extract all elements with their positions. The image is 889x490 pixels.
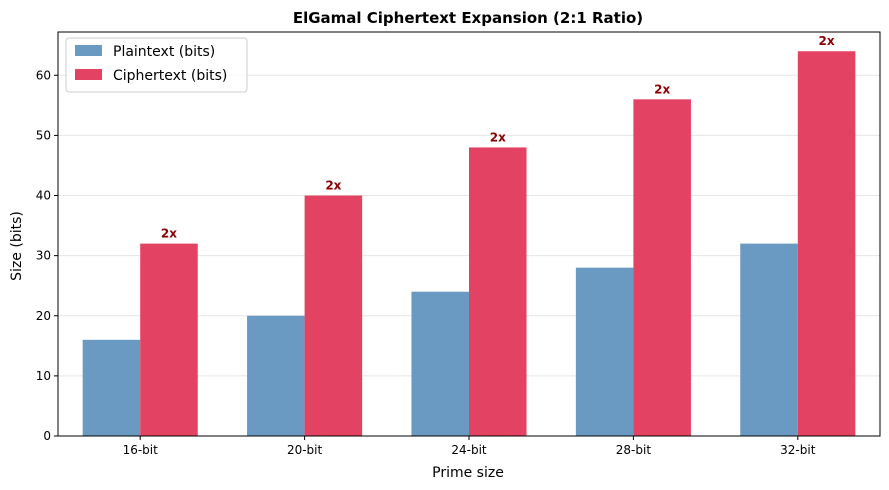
ratio-annotations: 2x 2x 2x 2x 2x [161, 34, 835, 240]
ratio-annotation: 2x [490, 130, 506, 144]
chart-title: ElGamal Ciphertext Expansion (2:1 Ratio) [293, 9, 643, 27]
y-tick-label: 40 [36, 189, 51, 203]
bar-ciphertext-16-bit [140, 243, 198, 436]
y-tick-label: 30 [36, 249, 51, 263]
x-axis-label: Prime size [432, 465, 504, 481]
legend: Plaintext (bits) Ciphertext (bits) [65, 37, 248, 93]
y-tick-label: 60 [36, 68, 51, 82]
bars [82, 51, 856, 436]
x-tick-label: 24-bit [451, 443, 487, 457]
y-axis-ticks: 0 10 20 30 40 50 60 [36, 68, 58, 443]
x-tick-label: 16-bit [123, 443, 159, 457]
bar-ciphertext-24-bit [469, 147, 527, 436]
ratio-annotation: 2x [654, 82, 670, 96]
ratio-annotation: 2x [819, 34, 835, 48]
x-tick-label: 20-bit [287, 443, 323, 457]
bar-plaintext-16-bit [82, 339, 141, 436]
bar-plaintext-24-bit [411, 291, 469, 436]
x-tick-label: 28-bit [616, 443, 652, 457]
y-tick-label: 0 [43, 429, 51, 443]
legend-swatch-ciphertext [75, 69, 102, 80]
bar-plaintext-28-bit [575, 267, 634, 436]
x-axis-ticks: 16-bit 20-bit 24-bit 28-bit 32-bit [123, 436, 816, 457]
bar-ciphertext-28-bit [633, 99, 691, 436]
legend-label-plaintext: Plaintext (bits) [113, 44, 215, 60]
y-tick-label: 50 [36, 128, 51, 142]
bar-ciphertext-20-bit [304, 195, 363, 436]
ratio-annotation: 2x [161, 227, 177, 241]
bar-plaintext-32-bit [740, 243, 798, 436]
y-axis-label: Size (bits) [9, 211, 25, 281]
bar-ciphertext-32-bit [797, 51, 856, 436]
legend-swatch-plaintext [75, 45, 102, 56]
y-tick-label: 10 [36, 369, 51, 383]
y-tick-label: 20 [36, 309, 51, 323]
bar-plaintext-20-bit [247, 315, 305, 436]
ratio-annotation: 2x [325, 179, 341, 193]
legend-label-ciphertext: Ciphertext (bits) [113, 68, 227, 84]
x-tick-label: 32-bit [780, 443, 816, 457]
legend-frame [65, 37, 248, 93]
